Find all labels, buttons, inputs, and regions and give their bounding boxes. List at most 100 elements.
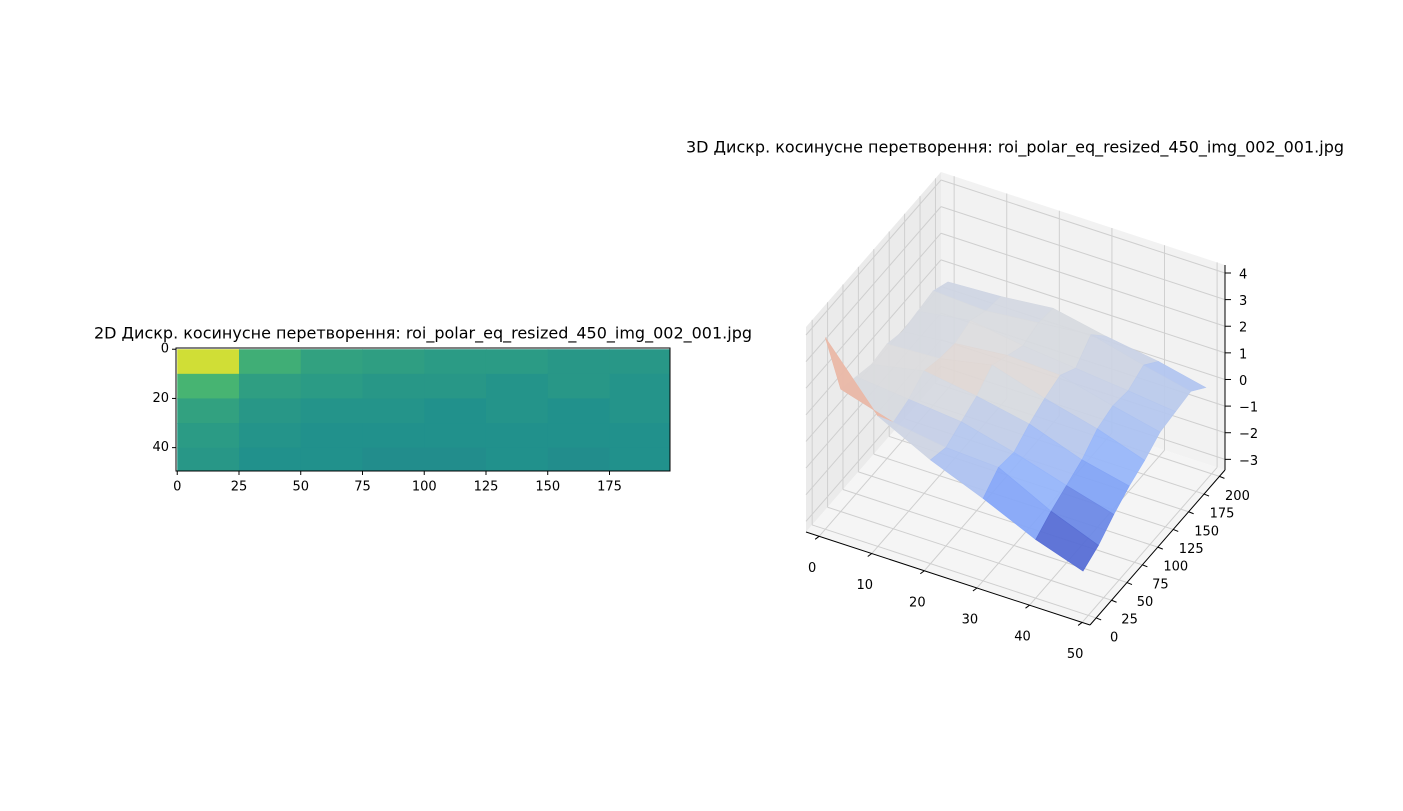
y-tick <box>1095 617 1102 621</box>
x-tick-label: 20 <box>909 595 926 610</box>
heatmap-cell <box>609 447 671 472</box>
heatmap-cell <box>238 423 302 449</box>
x-tick <box>1025 604 1030 609</box>
heatmap-cell <box>547 398 610 424</box>
heatmap-cell <box>485 447 549 472</box>
z-tick-label: 1 <box>1239 347 1247 362</box>
z-tick-label: −2 <box>1239 427 1258 442</box>
y-tick <box>1219 475 1225 479</box>
x-tick <box>1077 622 1083 626</box>
grid-line <box>940 206 1226 301</box>
x-tick <box>867 553 873 557</box>
heatmap-cell <box>485 349 549 375</box>
z-tick-label: 3 <box>1239 294 1247 309</box>
y-axis-line <box>1089 469 1226 626</box>
y-tick <box>1126 582 1133 585</box>
y-tick-label: 200 <box>1225 489 1250 504</box>
y-tick <box>1173 528 1179 532</box>
surface-patch <box>1035 510 1099 572</box>
heatmap-cell <box>177 447 240 472</box>
x-tick-label: 25 <box>231 480 248 495</box>
x-tick <box>972 587 978 592</box>
y-tick-label: 40 <box>152 440 169 455</box>
z-tick-label: 4 <box>1239 267 1247 282</box>
heatmap-cell <box>300 373 363 399</box>
heatmap-cell <box>547 447 610 472</box>
y-tick-label: 150 <box>1194 524 1219 539</box>
x-axis-line <box>805 531 1091 626</box>
grid-line <box>805 179 942 336</box>
grid-line <box>805 232 942 389</box>
x-tick-label: 100 <box>412 480 437 495</box>
heatmap-cell <box>238 398 302 424</box>
heatmap-cell <box>547 423 610 449</box>
heatmap-cell <box>424 398 487 424</box>
heatmap-cell <box>362 349 425 375</box>
heatmap-cell <box>238 373 302 399</box>
heatmap-cell <box>547 373 610 399</box>
heatmap-cell <box>300 398 363 424</box>
heatmap-cell <box>485 398 549 424</box>
heatmap-cell <box>424 447 487 472</box>
x-tick-label: 30 <box>962 612 979 627</box>
y-tick-label: 75 <box>1152 577 1169 592</box>
heatmap-cell <box>177 423 240 449</box>
z-tick-label: 0 <box>1239 374 1247 389</box>
x-tick-label: 75 <box>354 480 371 495</box>
y-tick-label: 0 <box>161 342 169 357</box>
x-tick <box>920 570 925 575</box>
x-tick <box>814 535 820 540</box>
heatmap-cell <box>238 349 302 375</box>
x-tick-label: 150 <box>535 480 560 495</box>
y-tick-label: 20 <box>152 391 169 406</box>
axes-frame <box>175 347 671 472</box>
heatmap-cell <box>547 349 610 375</box>
y-tick <box>1203 493 1210 497</box>
grid-line <box>812 524 1097 619</box>
y-tick-label: 0 <box>1110 630 1118 645</box>
heatmap-cell <box>424 423 487 449</box>
x-tick-label: 125 <box>474 480 499 495</box>
heatmap-cell <box>362 373 425 399</box>
heatmap-cell <box>238 447 302 472</box>
heatmap-cell <box>609 373 671 399</box>
x-tick-label: 50 <box>1067 647 1084 662</box>
x-tick-label: 0 <box>173 480 181 495</box>
grid-line <box>940 232 1226 327</box>
chart-title: 2D Дискр. косинусне перетворення: roi_po… <box>94 324 752 344</box>
x-tick-label: 50 <box>292 480 309 495</box>
heatmap-cell <box>300 349 363 375</box>
grid-line <box>827 506 1112 601</box>
grid-line <box>805 259 942 416</box>
heatmap-cell <box>609 398 671 424</box>
x-tick-label: 0 <box>808 561 816 576</box>
heatmap-cell <box>362 423 425 449</box>
y-tick <box>1142 564 1148 568</box>
z-tick-label: −1 <box>1239 401 1258 416</box>
chart-title: 3D Дискр. косинусне перетворення: roi_po… <box>686 138 1344 158</box>
z-tick-label: −3 <box>1239 454 1258 469</box>
grid-line <box>940 179 1226 274</box>
z-tick-label: 2 <box>1239 321 1247 336</box>
y-tick-label: 50 <box>1137 595 1154 610</box>
y-tick <box>1188 511 1194 515</box>
y-tick <box>1157 546 1163 550</box>
heatmap-cell <box>300 423 363 449</box>
heatmap-cell <box>609 349 671 375</box>
y-tick-label: 125 <box>1179 542 1204 557</box>
heatmap-cell <box>362 447 425 472</box>
x-tick-label: 175 <box>597 480 622 495</box>
heatmap-cell <box>177 349 240 375</box>
heatmap-cell <box>485 423 549 449</box>
x-tick-label: 40 <box>1014 630 1031 645</box>
heatmap-cell <box>424 373 487 399</box>
x-tick-label: 10 <box>856 578 873 593</box>
y-tick-label: 25 <box>1121 613 1138 628</box>
heatmap-cell <box>424 349 487 375</box>
y-tick-label: 175 <box>1210 507 1235 522</box>
heatmap-cell <box>177 398 240 424</box>
heatmap-cell <box>177 373 240 399</box>
heatmap-cell <box>300 447 363 472</box>
grid-line <box>940 259 1226 354</box>
